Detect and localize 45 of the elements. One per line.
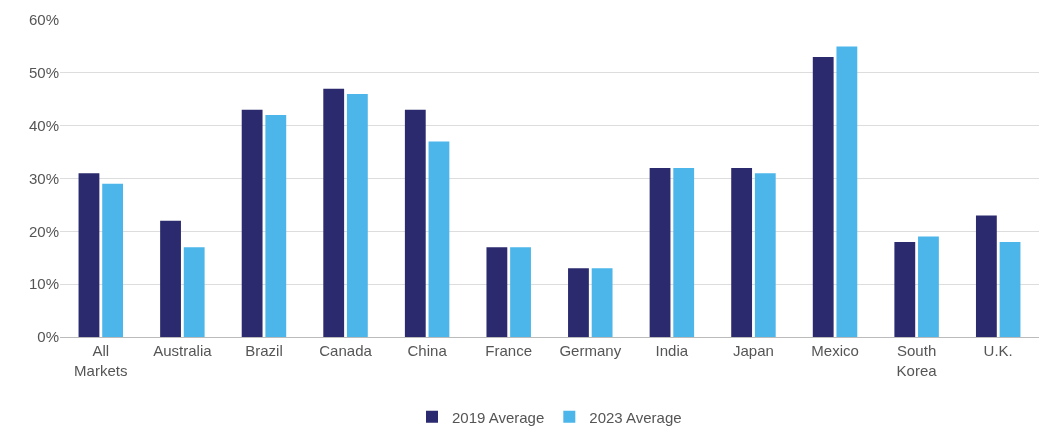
bar <box>812 56 834 337</box>
y-tick-label: 0% <box>37 328 59 346</box>
x-tick-label: China <box>407 342 448 359</box>
x-tick-label: Australia <box>153 342 213 359</box>
bar <box>183 247 205 337</box>
bar <box>265 115 287 337</box>
legend-label: 2019 Average <box>452 408 545 426</box>
y-tick-label: 40% <box>28 116 59 134</box>
x-tick-label: Canada <box>319 342 373 359</box>
x-tick-label: U.K. <box>983 342 1013 359</box>
bar <box>673 167 695 337</box>
x-tick-label: India <box>655 342 689 359</box>
bar <box>918 236 939 337</box>
bar <box>486 247 508 337</box>
y-tick-label: 30% <box>28 169 59 187</box>
bar <box>649 167 671 337</box>
bar <box>754 173 776 337</box>
bar <box>591 268 613 337</box>
bar <box>404 109 426 337</box>
bar <box>975 215 997 337</box>
bar <box>568 268 589 337</box>
x-tick-label: Germany <box>559 342 622 359</box>
bar <box>323 88 345 337</box>
y-tick-label: 10% <box>28 275 59 293</box>
bar <box>78 173 100 337</box>
x-tick-label: Brazil <box>245 342 283 359</box>
bar <box>999 241 1021 337</box>
bar <box>428 141 450 337</box>
bar <box>346 93 368 337</box>
bar <box>836 46 858 337</box>
bar <box>510 247 531 337</box>
bar <box>160 220 181 337</box>
x-tick-label: France <box>485 342 533 359</box>
bar <box>731 167 753 337</box>
y-tick-label: 20% <box>28 222 59 240</box>
y-tick-label: 60% <box>28 11 59 29</box>
x-tick-label: Japan <box>733 342 774 359</box>
bar <box>894 241 916 337</box>
legend-label: 2023 Average <box>589 408 682 426</box>
y-tick-label: 50% <box>28 64 59 82</box>
x-tick-label: South Korea <box>896 342 938 379</box>
x-tick-label: All Markets <box>74 342 128 379</box>
x-tick-label: Mexico <box>811 342 859 359</box>
bar <box>102 183 124 337</box>
bar <box>241 109 263 337</box>
